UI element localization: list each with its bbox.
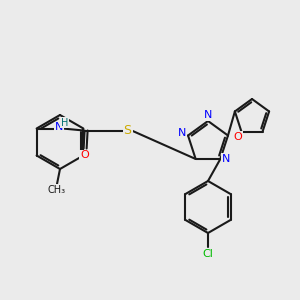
Text: H: H <box>61 118 68 128</box>
Text: O: O <box>80 151 89 160</box>
Text: O: O <box>233 132 242 142</box>
Text: N: N <box>204 110 212 120</box>
Text: N: N <box>54 122 63 133</box>
Text: Cl: Cl <box>202 249 213 259</box>
Text: S: S <box>124 124 132 137</box>
Text: CH₃: CH₃ <box>48 185 66 195</box>
Text: N: N <box>178 128 186 137</box>
Text: N: N <box>222 154 230 164</box>
